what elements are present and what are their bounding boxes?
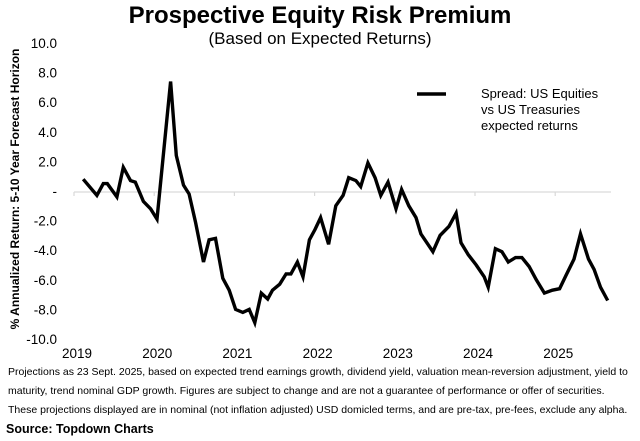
x-tick-label: 2023 <box>383 346 413 361</box>
y-axis-ticks: 10.0 8.0 6.0 4.0 2.0 - -2.0 -4.0 -6.0 -8.0 -10.0 <box>26 36 57 347</box>
x-tick-label: 2021 <box>222 346 252 361</box>
y-tick-label: 2.0 <box>38 154 57 169</box>
legend-line-3: expected returns <box>481 118 578 133</box>
y-tick-label: -8.0 <box>34 302 57 317</box>
series-group <box>81 81 610 329</box>
x-tick-label: 2025 <box>543 346 573 361</box>
y-tick-label: - <box>53 184 58 199</box>
legend-label: Spread: US Equities vs US Treasuries exp… <box>481 86 598 134</box>
x-tick-label: 2024 <box>463 346 494 361</box>
legend-line-2: vs US Treasuries <box>481 102 580 117</box>
x-tick-label: 2019 <box>62 346 92 361</box>
y-tick-label: -2.0 <box>34 214 57 229</box>
legend-line-1: Spread: US Equities <box>481 86 599 101</box>
x-axis-ticks: 2019 2020 2021 2022 2023 2024 2025 <box>62 346 573 361</box>
x-tick-label: 2022 <box>303 346 333 361</box>
series-line <box>81 81 610 329</box>
chart-subtitle: (Based on Expected Returns) <box>208 29 432 48</box>
footnote-3: These projections displayed are in nomin… <box>8 404 628 416</box>
y-tick-label: -6.0 <box>34 273 57 288</box>
y-tick-label: -4.0 <box>34 243 57 258</box>
footnote-1: Projections as 23 Sept. 2025, based on e… <box>8 366 628 378</box>
x-tick-label: 2020 <box>142 346 172 361</box>
y-tick-label: 6.0 <box>38 95 57 110</box>
footnote-2: maturity, trend nominal GDP growth. Figu… <box>8 385 605 397</box>
y-tick-label: 10.0 <box>31 36 57 51</box>
y-tick-label: 4.0 <box>38 125 57 140</box>
chart-title: Prospective Equity Risk Premium <box>128 2 512 29</box>
y-tick-label: 8.0 <box>38 66 57 81</box>
source-label: Source: Topdown Charts <box>6 422 154 436</box>
x-axis-tick-marks <box>73 192 556 196</box>
y-tick-label: -10.0 <box>26 332 57 347</box>
